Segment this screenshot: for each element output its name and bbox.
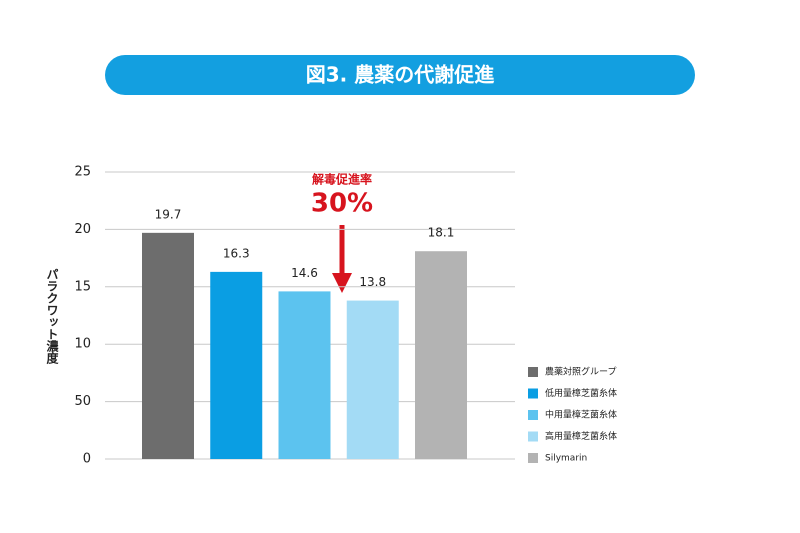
y-tick-label: 20 [74,222,91,237]
legend-swatch [528,453,538,463]
legend-swatch [528,388,538,399]
value-label: 14.6 [291,266,318,280]
legend-label: 農薬対照グループ [545,366,616,378]
value-label: 19.7 [155,207,182,221]
legend-label: Silymarin [545,454,587,464]
y-tick-label: 10 [74,337,91,352]
bar [142,232,194,459]
bar [346,300,399,459]
chart-title: 図3. 農薬の代謝促進 [306,63,494,87]
legend-label: 高用量樟芝菌糸体 [545,430,617,442]
value-label: 13.8 [359,275,386,289]
y-tick-label: 0 [83,452,91,467]
legend-swatch [528,410,538,420]
y-axis-label: パラクワット濃度 [45,268,59,365]
y-tick-label: 50 [74,394,91,409]
value-label: 16.3 [223,246,250,260]
legend-swatch [528,367,538,377]
bar [278,291,331,459]
bar [415,251,467,459]
legend-label: 中用量樟芝菌糸体 [545,409,617,421]
value-label: 18.1 [428,226,455,240]
y-tick-label: 15 [74,279,91,294]
annotation-value: 30% [311,189,373,219]
bar [210,271,263,459]
legend-label: 低用量樟芝菌糸体 [545,387,617,399]
annotation-label: 解毒促進率 [312,172,372,187]
y-tick-label: 25 [74,165,91,180]
annotation-arrowhead [332,273,352,293]
legend-swatch [528,431,538,442]
title-banner [105,55,695,95]
